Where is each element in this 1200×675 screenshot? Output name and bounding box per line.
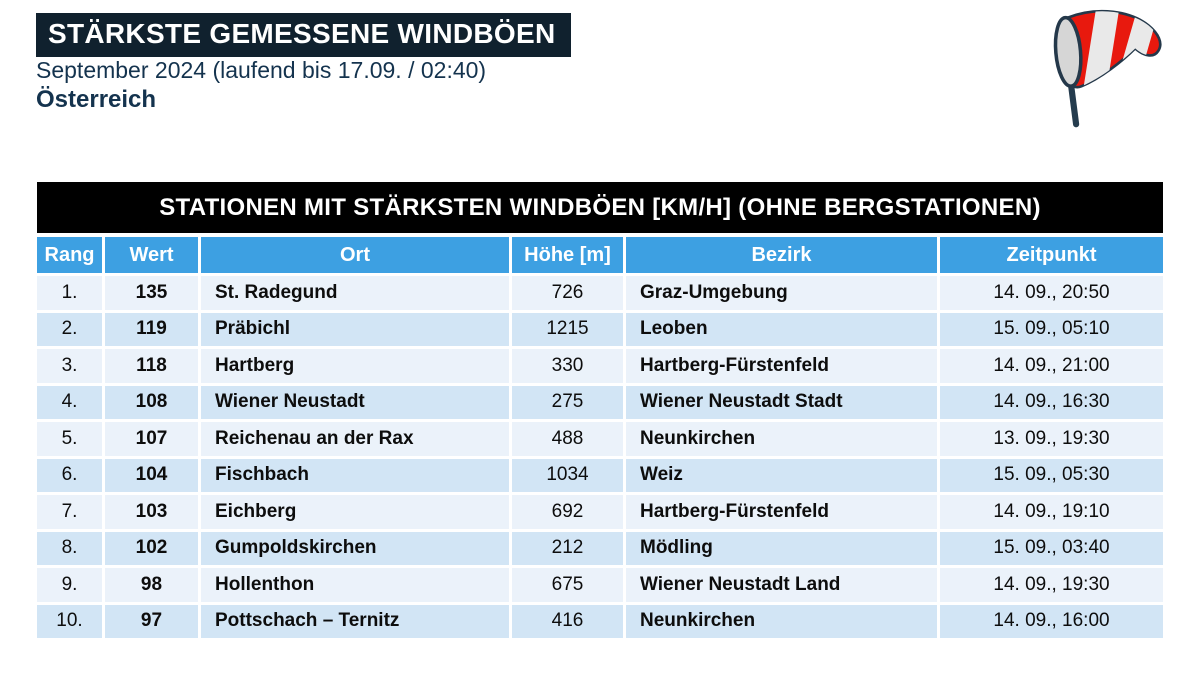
cell-wert: 97 xyxy=(105,604,198,638)
cell-zeitpunkt: 14. 09., 16:30 xyxy=(940,385,1163,419)
windsock-icon xyxy=(1053,9,1162,128)
cell-hoehe: 212 xyxy=(512,531,623,565)
column-header-rang: Rang xyxy=(37,237,102,273)
cell-wert: 108 xyxy=(105,385,198,419)
column-header-hoehe: Höhe [m] xyxy=(512,237,623,273)
cell-wert: 104 xyxy=(105,458,198,492)
cell-hoehe: 1215 xyxy=(512,312,623,346)
cell-rang: 7. xyxy=(37,495,102,529)
cell-zeitpunkt: 14. 09., 21:00 xyxy=(940,349,1163,383)
table-row: 6. 104 Fischbach 1034 Weiz 15. 09., 05:30 xyxy=(37,458,1163,492)
cell-bezirk: Neunkirchen xyxy=(626,604,937,638)
cell-hoehe: 1034 xyxy=(512,458,623,492)
table-row: 1. 135 St. Radegund 726 Graz-Umgebung 14. 09.… xyxy=(37,276,1163,310)
table-row: 10. 97 Pottschach – Ternitz 416 Neunkirchen 1… xyxy=(37,604,1163,638)
cell-rang: 10. xyxy=(37,604,102,638)
cell-bezirk: Hartberg-Fürstenfeld xyxy=(626,495,937,529)
cell-hoehe: 726 xyxy=(512,276,623,310)
cell-zeitpunkt: 15. 09., 05:10 xyxy=(940,312,1163,346)
cell-rang: 3. xyxy=(37,349,102,383)
cell-ort: Hartberg xyxy=(201,349,509,383)
cell-hoehe: 692 xyxy=(512,495,623,529)
cell-zeitpunkt: 14. 09., 19:30 xyxy=(940,568,1163,602)
cell-ort: Wiener Neustadt xyxy=(201,385,509,419)
cell-zeitpunkt: 14. 09., 16:00 xyxy=(940,604,1163,638)
cell-hoehe: 416 xyxy=(512,604,623,638)
page-title: STÄRKSTE GEMESSENE WINDBÖEN xyxy=(48,18,556,49)
cell-hoehe: 675 xyxy=(512,568,623,602)
cell-rang: 2. xyxy=(37,312,102,346)
cell-rang: 8. xyxy=(37,531,102,565)
cell-ort: Gumpoldskirchen xyxy=(201,531,509,565)
table-row: 7. 103 Eichberg 692 Hartberg-Fürstenfeld 14. … xyxy=(37,495,1163,529)
cell-ort: Reichenau an der Rax xyxy=(201,422,509,456)
cell-hoehe: 330 xyxy=(512,349,623,383)
cell-ort: Pottschach – Ternitz xyxy=(201,604,509,638)
cell-rang: 4. xyxy=(37,385,102,419)
cell-zeitpunkt: 15. 09., 03:40 xyxy=(940,531,1163,565)
cell-bezirk: Hartberg-Fürstenfeld xyxy=(626,349,937,383)
cell-wert: 118 xyxy=(105,349,198,383)
cell-rang: 9. xyxy=(37,568,102,602)
cell-zeitpunkt: 14. 09., 19:10 xyxy=(940,495,1163,529)
region-label: Österreich xyxy=(36,86,157,113)
page-title-banner: STÄRKSTE GEMESSENE WINDBÖEN xyxy=(36,13,572,57)
cell-wert: 135 xyxy=(105,276,198,310)
cell-hoehe: 275 xyxy=(512,385,623,419)
period-subtitle: September 2024 (laufend bis 17.09. / 02:… xyxy=(36,57,487,83)
cell-ort: Fischbach xyxy=(201,458,509,492)
table-row: 3. 118 Hartberg 330 Hartberg-Fürstenfeld 14. … xyxy=(37,349,1163,383)
windsock-ring xyxy=(1053,15,1083,88)
cell-ort: St. Radegund xyxy=(201,276,509,310)
cell-bezirk: Wiener Neustadt Stadt xyxy=(626,385,937,419)
windgust-table: STATIONEN MIT STÄRKSTEN WINDBÖEN [KM/H] … xyxy=(37,182,1163,638)
column-header-wert: Wert xyxy=(105,237,198,273)
cell-wert: 102 xyxy=(105,531,198,565)
cell-bezirk: Leoben xyxy=(626,312,937,346)
table-row: 5. 107 Reichenau an der Rax 488 Neunkirchen 1… xyxy=(37,422,1163,456)
cell-bezirk: Mödling xyxy=(626,531,937,565)
table-body: 1. 135 St. Radegund 726 Graz-Umgebung 14. 09.… xyxy=(37,276,1163,638)
table-row: 4. 108 Wiener Neustadt 275 Wiener Neustadt S… xyxy=(37,385,1163,419)
table-row: 2. 119 Präbichl 1215 Leoben 15. 09., 05:10 xyxy=(37,312,1163,346)
cell-bezirk: Graz-Umgebung xyxy=(626,276,937,310)
cell-zeitpunkt: 13. 09., 19:30 xyxy=(940,422,1163,456)
cell-wert: 107 xyxy=(105,422,198,456)
cell-rang: 6. xyxy=(37,458,102,492)
cell-rang: 5. xyxy=(37,422,102,456)
table-header-row: Rang Wert Ort Höhe [m] Bezirk Zeitpunkt xyxy=(37,237,1163,273)
cell-bezirk: Wiener Neustadt Land xyxy=(626,568,937,602)
cell-wert: 98 xyxy=(105,568,198,602)
cell-ort: Eichberg xyxy=(201,495,509,529)
cell-bezirk: Weiz xyxy=(626,458,937,492)
cell-rang: 1. xyxy=(37,276,102,310)
column-header-bezirk: Bezirk xyxy=(626,237,937,273)
cell-ort: Hollenthon xyxy=(201,568,509,602)
table-row: 9. 98 Hollenthon 675 Wiener Neustadt Land 14.… xyxy=(37,568,1163,602)
cell-wert: 119 xyxy=(105,312,198,346)
column-header-ort: Ort xyxy=(201,237,509,273)
cell-zeitpunkt: 14. 09., 20:50 xyxy=(940,276,1163,310)
table-row: 8. 102 Gumpoldskirchen 212 Mödling 15. 09., 0… xyxy=(37,531,1163,565)
windsock-sock xyxy=(1053,9,1162,89)
cell-wert: 103 xyxy=(105,495,198,529)
cell-zeitpunkt: 15. 09., 05:30 xyxy=(940,458,1163,492)
cell-hoehe: 488 xyxy=(512,422,623,456)
table-title: STATIONEN MIT STÄRKSTEN WINDBÖEN [KM/H] … xyxy=(37,182,1163,233)
cell-ort: Präbichl xyxy=(201,312,509,346)
cell-bezirk: Neunkirchen xyxy=(626,422,937,456)
column-header-zeitpunkt: Zeitpunkt xyxy=(940,237,1163,273)
